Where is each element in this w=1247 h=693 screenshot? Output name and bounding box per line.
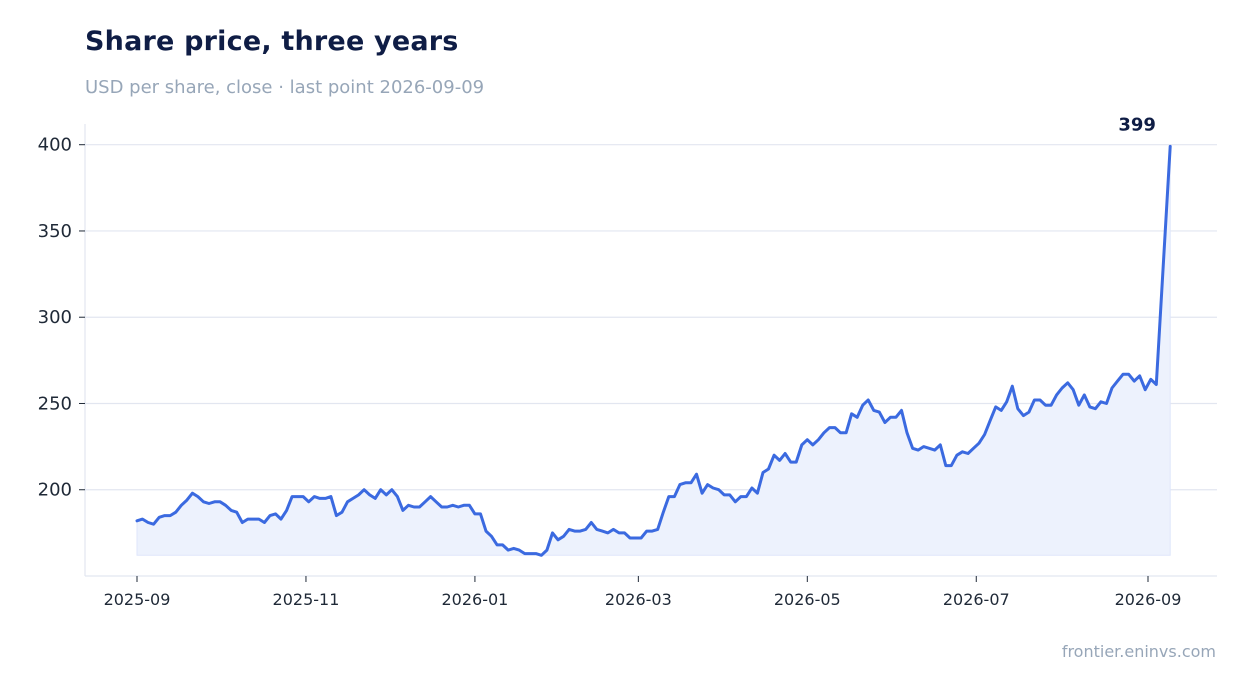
y-tick-label-250: 250 [38, 393, 72, 414]
x-tick-label-2026-03: 2026-03 [605, 590, 672, 609]
y-tick-label-300: 300 [38, 307, 72, 328]
last-value-label: 399 [1118, 114, 1156, 135]
y-tick-label-350: 350 [38, 221, 72, 242]
price-line [135, 144, 1172, 557]
x-tick-label-2025-09: 2025-09 [104, 590, 171, 609]
chart-title: Share price, three years [85, 26, 459, 57]
y-tick-label-400: 400 [38, 135, 72, 156]
price-area [136, 146, 1171, 556]
x-ticks: 2025-09 2025-11 2026-01 2026-03 2026-05 2026-… [104, 576, 1182, 609]
y-tick-label-200: 200 [38, 480, 72, 501]
x-tick-label-2026-07: 2026-07 [943, 590, 1010, 609]
x-tick-label-2026-09: 2026-09 [1115, 590, 1182, 609]
y-ticks: 200 250 300 350 400 [38, 135, 85, 501]
x-tick-label-2026-05: 2026-05 [774, 590, 841, 609]
axes [84, 124, 1217, 577]
chart-subtitle: USD per share, close · last point 2026-0… [85, 77, 485, 98]
x-tick-label-2026-01: 2026-01 [441, 590, 508, 609]
x-tick-label-2025-11: 2025-11 [273, 590, 340, 609]
source-credit: frontier.eninvs.com [1061, 642, 1216, 661]
